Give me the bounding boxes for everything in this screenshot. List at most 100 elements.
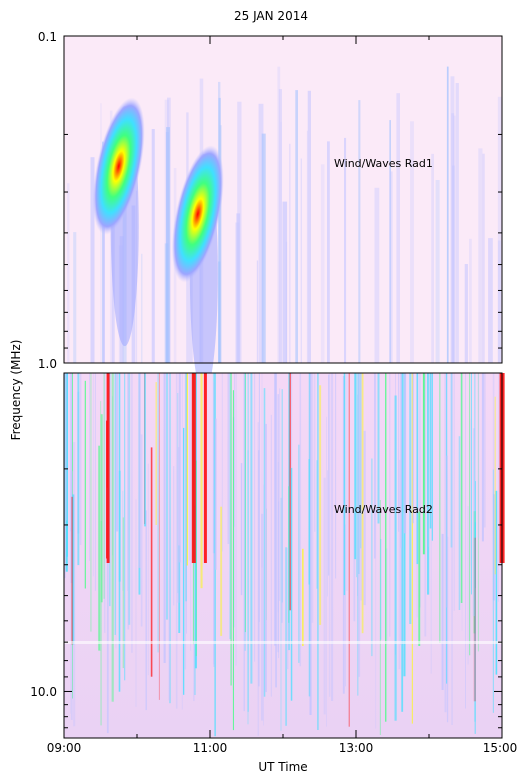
rad1-streak [300, 158, 302, 363]
y-tick-label-1.0: 1.0 [38, 357, 57, 371]
rad2-streak [385, 548, 388, 645]
rad1-panel: Wind/Waves Rad1 [63, 35, 503, 394]
rad2-streak [106, 487, 109, 734]
rad2-streaks [64, 373, 505, 737]
rad2-streak [227, 373, 230, 544]
rad2-streak [398, 373, 400, 532]
rad1-streak [151, 129, 155, 363]
rad2-streak [92, 373, 94, 577]
rad1-streak [102, 152, 105, 363]
x-tick-label-1300: 13:00 [339, 741, 374, 755]
rad2-streak [331, 373, 334, 701]
rad2-ticks [63, 372, 503, 739]
rad2-streak [471, 373, 472, 595]
rad2-streak [185, 373, 187, 602]
rad2-streak [429, 373, 432, 529]
rad2-streak [427, 373, 429, 547]
rad2-streak [281, 389, 283, 603]
rad1-streak [358, 100, 361, 363]
rad1-streak [100, 103, 102, 364]
rad2-streak [147, 463, 149, 676]
rad2-streak [243, 373, 245, 712]
rad2-streak [403, 373, 407, 534]
rad2-streak [495, 490, 498, 675]
rad2-streak [465, 373, 466, 709]
rad1-streak [435, 180, 440, 363]
rad2-streak [274, 373, 277, 646]
rad2-streak [220, 506, 223, 636]
rad2-streak [100, 521, 102, 726]
rad2-streak [173, 466, 175, 606]
rad2-streak [122, 517, 124, 669]
rad2-streak [477, 373, 480, 539]
rad1-streak [306, 130, 308, 363]
burst-core [92, 97, 145, 235]
rad2-streak [398, 459, 401, 670]
rad2-streak [343, 373, 346, 596]
rad1-streak [166, 127, 170, 363]
rad2-streak [229, 373, 231, 640]
rad1-streak [67, 183, 70, 363]
rad1-streak [455, 83, 459, 363]
rad2-streak [213, 435, 215, 665]
rad2-streak [157, 373, 159, 653]
rad2-streak [467, 506, 469, 665]
rad2-streak [492, 494, 495, 601]
rad2-streak [168, 373, 170, 701]
rad2-streak [401, 373, 404, 712]
rad2-panel: Wind/Waves Rad2 [63, 372, 505, 739]
rad2-streak [431, 373, 433, 541]
rad1-streak [464, 264, 468, 363]
rad2-streak [98, 445, 100, 651]
rad2-streak [270, 414, 272, 697]
rad2-streak [314, 373, 316, 532]
y-tick-label-0.1: 0.1 [38, 30, 57, 44]
rad2-streak [194, 373, 197, 669]
rad2-burst-streak [106, 373, 110, 563]
rad1-streak [278, 89, 282, 363]
rad2-streak [135, 499, 137, 707]
rad2-streak [104, 373, 106, 633]
rad2-streak [345, 524, 346, 687]
rad2-streak [424, 373, 427, 637]
rad2-panel-label: Wind/Waves Rad2 [334, 503, 433, 516]
rad1-streak [497, 240, 501, 363]
rad2-streak [427, 373, 430, 595]
rad2-streak [183, 427, 185, 695]
rad2-band [64, 641, 502, 644]
rad2-streak [353, 512, 356, 622]
rad1-streak [320, 164, 325, 363]
rad2-streak [357, 373, 361, 677]
rad2-streak [412, 373, 414, 524]
rad2-streak [232, 390, 234, 731]
x-tick-label-1100: 11:00 [193, 741, 228, 755]
rad2-streak [100, 414, 103, 603]
rad2-streak [374, 373, 376, 559]
rad2-streak [184, 373, 187, 670]
rad1-streak [295, 90, 298, 363]
rad2-streak [409, 373, 412, 624]
rad2-streak [472, 428, 475, 617]
rad2-streak [281, 497, 283, 623]
rad2-streak [186, 373, 187, 634]
rad2-streak [498, 373, 499, 602]
rad2-streak [430, 373, 432, 674]
rad2-streak [194, 505, 196, 695]
rad2-streak [458, 436, 461, 610]
rad2-streak [360, 373, 362, 549]
rad1-streak [431, 153, 434, 363]
rad1-streak [141, 253, 143, 363]
rad2-streak [200, 373, 203, 589]
x-tick-label-1500: 15:00 [483, 741, 518, 755]
rad2-streak [235, 373, 237, 666]
y-tick-label-10.0: 10.0 [30, 685, 57, 699]
rad2-streak [460, 373, 463, 603]
rad2-streak [411, 373, 413, 724]
rad2-streak [481, 373, 484, 542]
rad1-streak [497, 96, 502, 364]
rad2-streak [357, 394, 358, 596]
rad2-streak [319, 385, 322, 625]
rad2-streak [127, 373, 128, 591]
rad2-streak [311, 373, 314, 623]
